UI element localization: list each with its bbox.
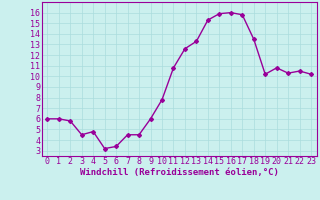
X-axis label: Windchill (Refroidissement éolien,°C): Windchill (Refroidissement éolien,°C) bbox=[80, 168, 279, 177]
